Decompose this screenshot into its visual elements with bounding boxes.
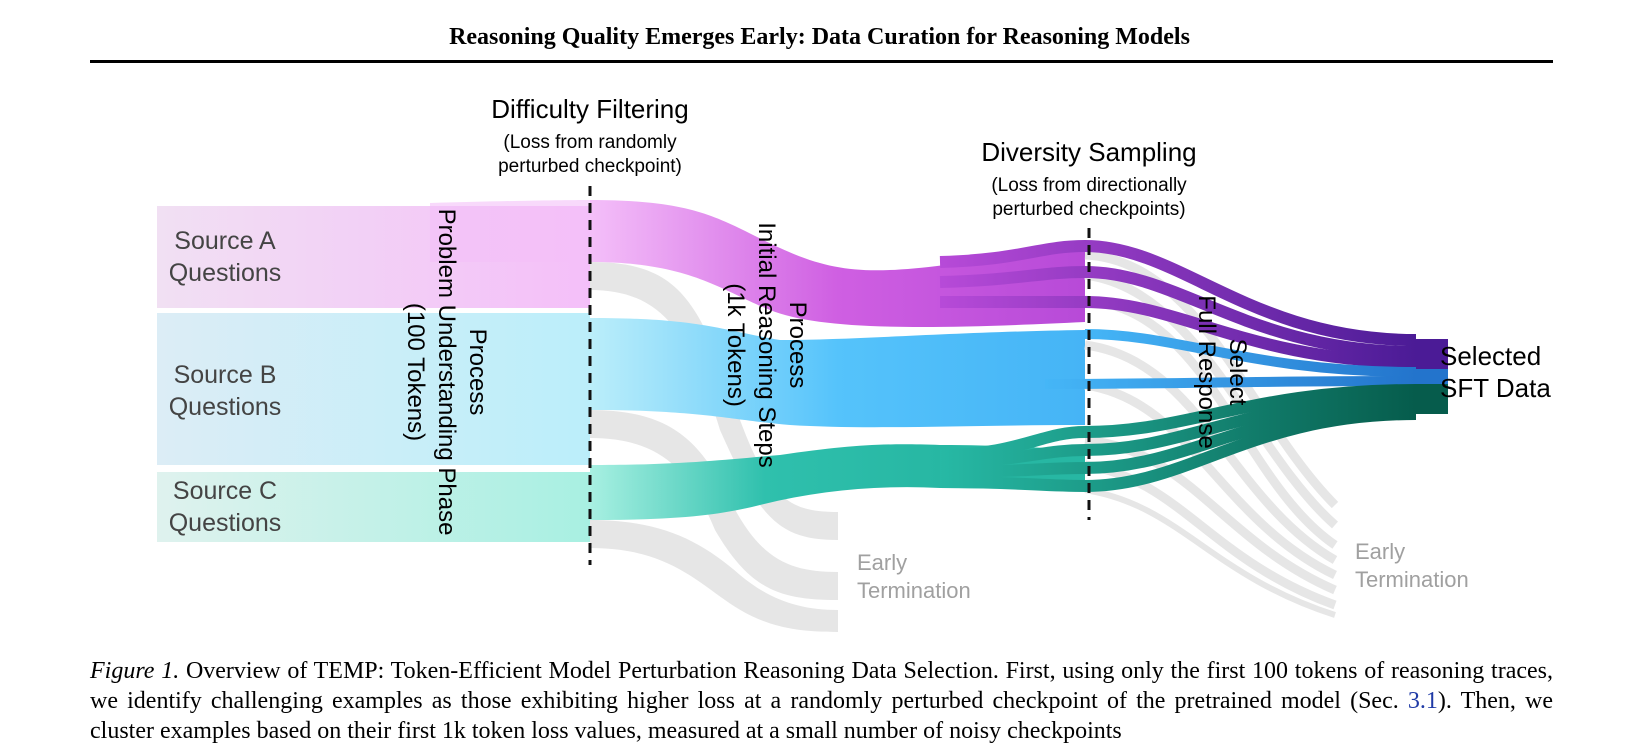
svg-text:Problem Understanding Phase: Problem Understanding Phase [433, 209, 460, 536]
filtered-flows [590, 200, 1085, 520]
early-termination-2-line1: Early [1355, 539, 1405, 564]
diversity-sub1: (Loss from directionally [991, 175, 1187, 196]
output-label-line1: Selected [1440, 341, 1541, 371]
svg-text:Initial Reasoning Steps: Initial Reasoning Steps [753, 222, 780, 467]
source-b-label: Source B [174, 361, 277, 389]
figure-caption: Figure 1. Overview of TEMP: Token-Effici… [90, 656, 1553, 746]
source-b-block [157, 313, 590, 465]
source-a-label: Source A [174, 227, 276, 255]
source-a-label-line2: Questions [169, 259, 282, 287]
svg-text:Process: Process [784, 302, 811, 389]
source-blocks [157, 200, 590, 542]
diversity-sub2: perturbed checkpoints) [992, 199, 1185, 220]
section-link[interactable]: 3.1 [1407, 688, 1438, 714]
difficulty-title: Difficulty Filtering [491, 94, 688, 124]
early-termination-1-line2: Termination [857, 578, 971, 603]
difficulty-sub1: (Loss from randomly [503, 132, 677, 153]
svg-text:(100 Tokens): (100 Tokens) [402, 303, 429, 441]
source-b-label-line2: Questions [169, 393, 282, 421]
early-termination-1-line1: Early [857, 550, 907, 575]
svg-text:(1k Tokens): (1k Tokens) [722, 283, 749, 407]
temp-sankey-figure: Source A Questions Source B Questions So… [157, 94, 1551, 632]
source-c-label-line2: Questions [169, 509, 282, 537]
paper-running-title: Reasoning Quality Emerges Early: Data Cu… [449, 24, 1190, 50]
diversity-title: Diversity Sampling [981, 137, 1196, 167]
selected-streams [939, 239, 1417, 493]
process-problem-label: Process Problem Understanding Phase (100… [402, 209, 491, 536]
teal-flow [590, 444, 940, 520]
output-block [1416, 339, 1448, 414]
blue-flow [590, 318, 1085, 428]
early-termination-2-line2: Termination [1355, 567, 1469, 592]
difficulty-sub2: perturbed checkpoint) [498, 156, 682, 177]
select-full-label: Select Full Response [1193, 295, 1251, 448]
svg-text:Select: Select [1224, 339, 1251, 406]
process-initial-label: Process Initial Reasoning Steps (1k Toke… [722, 222, 811, 467]
caption-text-1: Overview of TEMP: Token-Efficient Model … [90, 658, 1553, 714]
output-label-line2: SFT Data [1440, 373, 1551, 403]
header-rule [90, 60, 1553, 63]
figure-label: Figure 1. [90, 658, 180, 684]
svg-text:Full Response: Full Response [1193, 295, 1220, 448]
purple-flow [590, 200, 1085, 327]
svg-text:Process: Process [464, 329, 491, 416]
source-c-label: Source C [173, 477, 277, 505]
source-c-block [157, 472, 590, 542]
